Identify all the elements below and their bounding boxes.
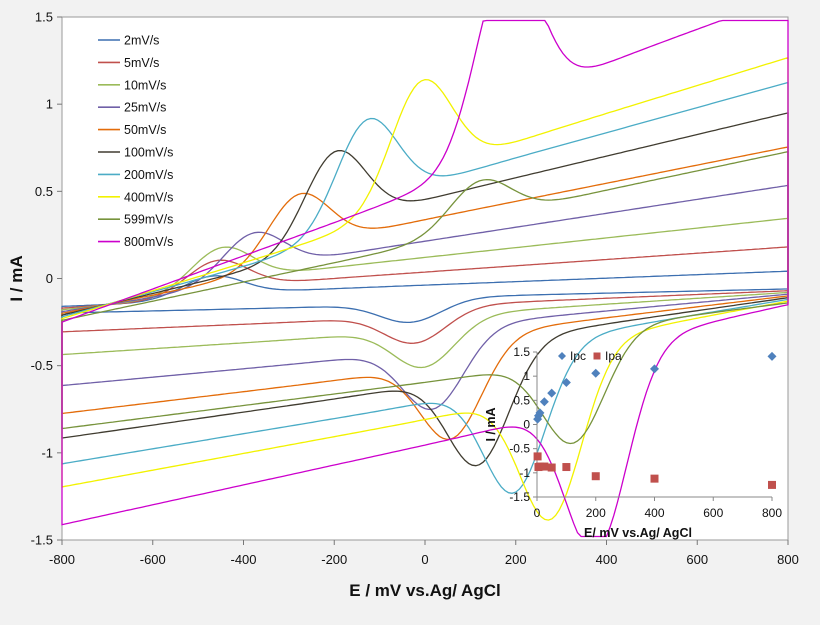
inset-point-ipc [539,397,549,407]
x-axis-title: E / mV vs.Ag/ AgCl [349,581,500,600]
y-tick-label: -0.5 [31,358,53,373]
inset-y-tick-label: 0 [523,418,530,432]
x-tick-label: -800 [49,552,75,567]
inset-point-ipc [547,388,557,398]
legend-label: 800mV/s [124,235,173,249]
inset-x-tick-label: 200 [586,506,606,520]
legend-label: 599mV/s [124,213,173,227]
y-tick-label: 0.5 [35,184,53,199]
inset-point-ipa [650,474,659,483]
inset-point-ipa [562,463,571,472]
inset-point-ipa [540,462,549,471]
inset-y-tick-label: -1 [519,466,530,480]
inset-point-ipa [533,452,542,461]
legend-label: 10mV/s [124,78,166,92]
inset-legend-marker [558,352,566,360]
x-tick-label: -400 [230,552,256,567]
plot-area [61,16,789,541]
legend-label: 2mV/s [124,34,159,48]
inset-x-tick-label: 800 [762,506,782,520]
inset-x-axis-title: E/ mV vs.Ag/ AgCl [584,526,692,540]
inset-y-tick-label: 1 [523,369,530,383]
y-tick-label: 1 [46,97,53,112]
inset-point-ipc [561,377,571,387]
x-tick-label: -200 [321,552,347,567]
inset-x-tick-label: 400 [644,506,664,520]
inset-y-tick-label: -1.5 [509,490,530,504]
legend-label: 50mV/s [124,123,166,137]
inset-y-tick-label: 1.5 [513,345,530,359]
inset-legend-label: Ipa [605,349,622,363]
inset-chart: -1.5 -1 -0.5 0 0.5 1 1.5 0 200 400 600 800 E/ mV vs.… [484,345,782,540]
inset-legend: Ipc Ipa [558,349,622,363]
inset-point-ipc [591,368,601,378]
y-tick-label: 0 [46,271,53,286]
x-tick-label: -600 [140,552,166,567]
y-axis-title: I / mA [7,255,26,301]
inset-y-tick-label: 0.5 [513,393,530,407]
inset-x-tick-label: 600 [703,506,723,520]
inset-legend-marker [593,352,601,360]
inset-x-tick-label: 0 [534,506,541,520]
inset-legend-label: Ipc [570,349,586,363]
inset-point-ipc [535,408,545,418]
inset-point-ipa [535,462,544,471]
x-tick-label: 600 [686,552,708,567]
inset-point-ipa [591,472,600,481]
x-tick-label: 0 [421,552,428,567]
legend-label: 400mV/s [124,190,173,204]
cv-curve-800mvs [61,19,789,538]
y-tick-label: -1 [41,445,53,460]
inset-point-ipc [650,364,659,374]
legend-label: 5mV/s [124,56,159,70]
inset-point-ipa [547,463,556,472]
legend-label: 25mV/s [124,101,166,115]
legend: 2mV/s 5mV/s 10mV/s 25mV/s 50mV/s 100mV/s 200mV… [98,34,173,249]
legend-label: 200mV/s [124,168,173,182]
x-tick-label: 200 [505,552,527,567]
legend-label: 100mV/s [124,146,173,160]
x-tick-label: 400 [596,552,618,567]
y-tick-label: -1.5 [31,533,53,548]
y-tick-label: 1.5 [35,10,53,25]
inset-y-tick-label: -0.5 [509,442,530,456]
inset-y-axis-title: I / mA [484,407,498,441]
inset-point-ipc [767,351,777,361]
inset-point-ipa [768,480,776,489]
x-tick-label: 800 [777,552,799,567]
